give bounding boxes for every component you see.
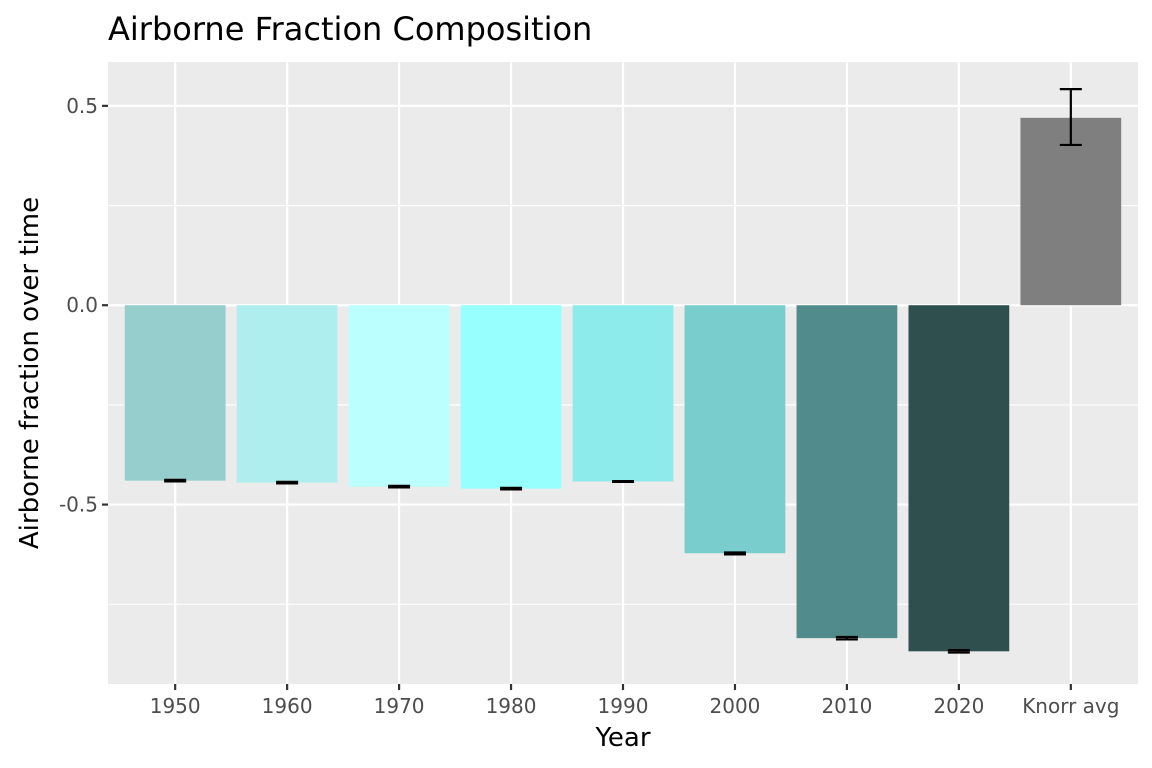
bar-2010 xyxy=(796,305,898,639)
bar-knorr-avg xyxy=(1020,117,1122,306)
error-bar xyxy=(500,486,523,491)
error-bar xyxy=(723,551,746,556)
x-tick-label: 1990 xyxy=(598,694,649,718)
y-axis-title: Airborne fraction over time xyxy=(15,197,45,549)
x-axis-title: Year xyxy=(594,723,650,753)
error-bars xyxy=(164,88,1082,654)
x-tick-label: 1970 xyxy=(374,694,425,718)
x-tick-label: 1960 xyxy=(262,694,313,718)
error-bar xyxy=(835,635,858,641)
bar-2000 xyxy=(684,305,786,554)
y-tick-label: 0.5 xyxy=(66,94,98,118)
x-axis: 1950 1960 1970 1980 1990 2000 2010 2020 Knorr av… xyxy=(150,684,1119,718)
y-axis: -0.5 0.0 0.5 xyxy=(59,94,108,517)
bars xyxy=(124,117,1122,652)
x-tick-label: 2000 xyxy=(710,694,761,718)
bar-1980 xyxy=(460,305,562,489)
error-bar xyxy=(276,480,299,485)
error-bar xyxy=(947,649,970,654)
x-tick-label: 1950 xyxy=(150,694,201,718)
y-tick-label: -0.5 xyxy=(59,493,98,517)
y-tick-label: 0.0 xyxy=(66,293,98,317)
chart-title: Airborne Fraction Composition xyxy=(108,10,592,48)
x-tick-label: 2020 xyxy=(933,694,984,718)
bar-1960 xyxy=(236,305,338,483)
x-tick-label: 2010 xyxy=(821,694,872,718)
x-tick-label: 1980 xyxy=(486,694,537,718)
error-bar xyxy=(164,478,187,483)
error-bar xyxy=(612,479,634,483)
bar-1970 xyxy=(348,305,450,487)
error-bar xyxy=(388,484,411,489)
bar-1950 xyxy=(124,305,226,481)
bar-2020 xyxy=(908,305,1010,652)
x-tick-label: Knorr avg xyxy=(1022,694,1119,718)
bar-1990 xyxy=(572,305,674,482)
error-bar xyxy=(1059,88,1082,147)
